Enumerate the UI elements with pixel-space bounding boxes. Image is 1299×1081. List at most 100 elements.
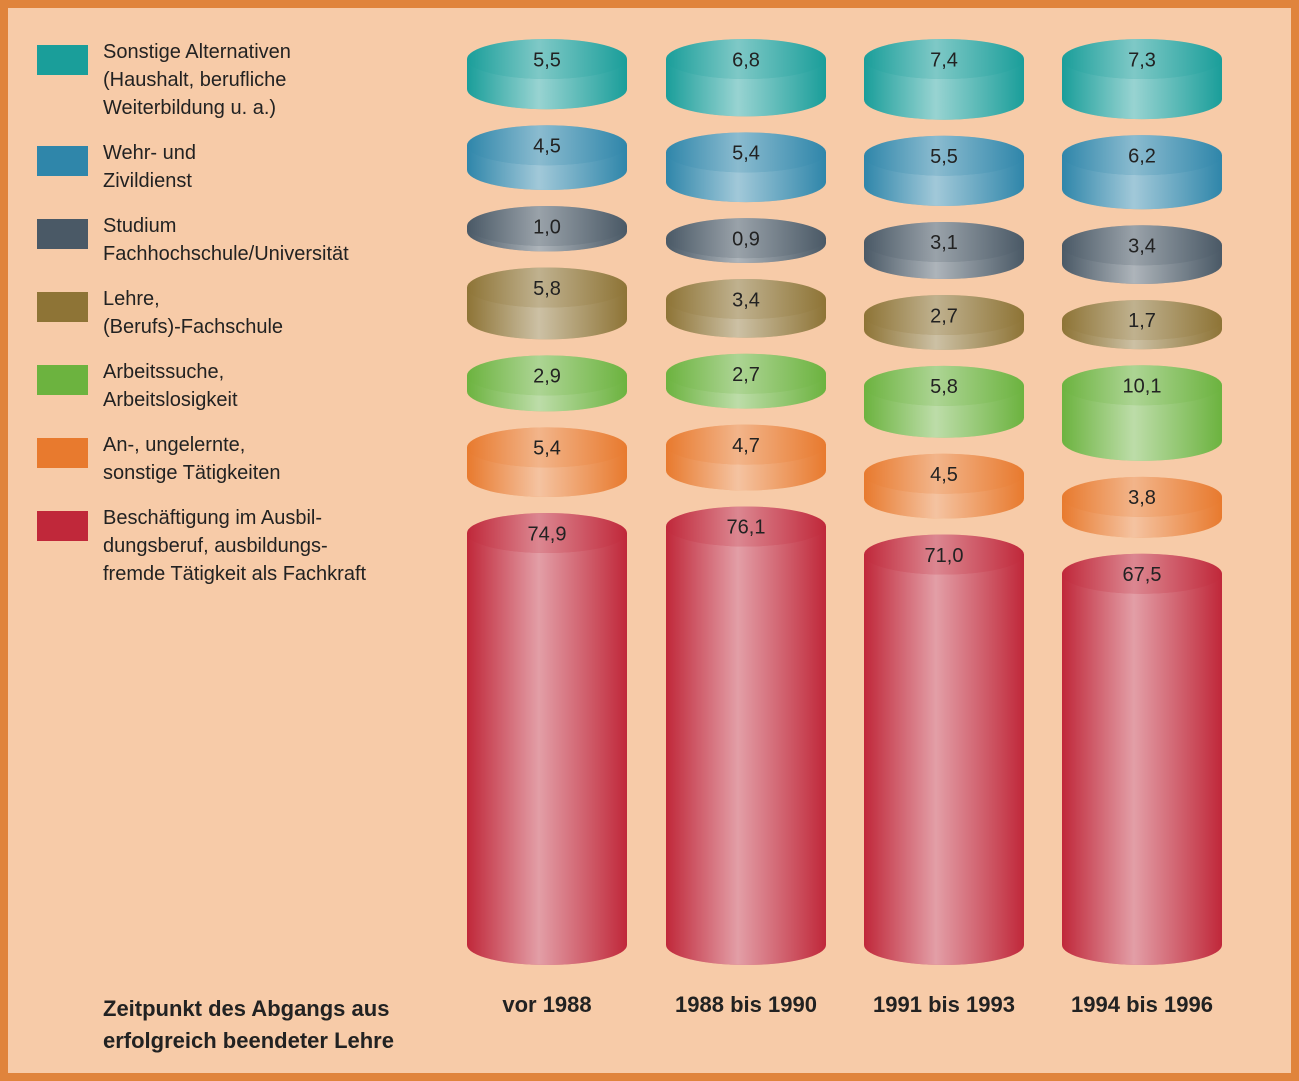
value-label: 7,3 [1128, 49, 1156, 71]
bar [1062, 476, 1222, 538]
value-label: 71,0 [925, 545, 964, 567]
bar [467, 206, 627, 252]
legend-item: Beschäftigung im Ausbil- dungsberuf, aus… [37, 504, 366, 588]
legend-label: An-, ungelernte, sonstige Tätigkeiten [103, 434, 281, 484]
x-tick-label: 1994 bis 1996 [1071, 992, 1213, 1017]
bar-top-shine [1062, 553, 1222, 594]
x-tick-label: 1991 bis 1993 [873, 992, 1015, 1017]
bar [467, 39, 627, 110]
value-label: 2,7 [930, 305, 958, 327]
bar [864, 295, 1024, 350]
bar [864, 453, 1024, 519]
value-label: 4,5 [930, 464, 958, 486]
bar-top-shine [864, 365, 1024, 406]
bar [1062, 225, 1222, 284]
value-label: 2,9 [533, 366, 561, 388]
value-label: 5,5 [930, 146, 958, 168]
bar-top-shine [467, 513, 627, 554]
bar-top-shine [864, 453, 1024, 494]
bar-top-shine [1062, 299, 1222, 340]
legend-item: Lehre, (Berufs)-Fachschule [37, 285, 366, 341]
value-label: 4,7 [732, 435, 760, 457]
legend-label: Sonstige Alternativen (Haushalt, berufli… [103, 41, 291, 119]
bar [467, 267, 627, 340]
value-label: 74,9 [528, 523, 567, 545]
bar-top-shine [467, 267, 627, 308]
bar-top-shine [467, 206, 627, 246]
value-label: 5,4 [533, 438, 561, 460]
value-label: 3,1 [930, 232, 958, 254]
legend-label: Studium Fachhochschule/Universität [103, 215, 349, 265]
bar-top-shine [864, 135, 1024, 176]
x-tick-label: vor 1988 [502, 992, 591, 1017]
legend-swatch [37, 511, 88, 541]
legend: Sonstige Alternativen (Haushalt, berufli… [37, 38, 366, 605]
bar-top-shine [1062, 476, 1222, 517]
legend-swatch [37, 146, 88, 176]
bar [666, 353, 826, 409]
bar-shine [467, 533, 627, 965]
value-label: 1,0 [533, 216, 561, 238]
legend-label: Wehr- und Zivildienst [103, 142, 197, 192]
bar-top-shine [864, 534, 1024, 575]
bar-top-shine [467, 355, 627, 396]
bar-top-shine [467, 427, 627, 468]
value-label: 6,8 [732, 49, 760, 71]
value-label: 1,7 [1128, 310, 1156, 332]
bar [864, 221, 1024, 279]
bar [467, 355, 627, 412]
value-label: 76,1 [727, 517, 766, 539]
value-label: 5,8 [930, 376, 958, 398]
bar-top-shine [666, 279, 826, 320]
bar [467, 513, 627, 965]
bar-top-shine [467, 39, 627, 79]
bar-top-shine [864, 221, 1024, 262]
bar-shine [864, 554, 1024, 965]
bar [1062, 553, 1222, 965]
value-label: 5,8 [533, 278, 561, 300]
bar [1062, 39, 1222, 120]
value-label: 0,9 [732, 228, 760, 250]
bar-top-shine [864, 295, 1024, 335]
value-label: 7,4 [930, 49, 958, 71]
legend-item: Wehr- und Zivildienst [37, 139, 366, 195]
bar [1062, 135, 1222, 210]
bar [864, 365, 1024, 438]
legend-label: Lehre, (Berufs)-Fachschule [103, 288, 284, 338]
legend-item: Sonstige Alternativen (Haushalt, berufli… [37, 38, 366, 122]
bar-top-shine [666, 132, 826, 173]
value-label: 10,1 [1123, 376, 1162, 398]
bar-top-shine [1062, 39, 1222, 79]
x-axis-label: Zeitpunkt des Abgangs aus erfolgreich be… [103, 996, 394, 1053]
bar-top-shine [864, 39, 1024, 79]
legend-label: Arbeitssuche, Arbeitslosigkeit [103, 361, 238, 411]
legend-swatch [37, 438, 88, 468]
value-label: 3,4 [732, 289, 760, 311]
value-label: 5,4 [732, 143, 760, 165]
bar-top-shine [467, 125, 627, 166]
bar [666, 424, 826, 491]
bar-top-shine [666, 218, 826, 259]
value-label: 67,5 [1123, 564, 1162, 586]
legend-swatch [37, 45, 88, 75]
bar [467, 427, 627, 498]
legend-item: Arbeitssuche, Arbeitslosigkeit [37, 358, 366, 414]
bar [467, 125, 627, 190]
value-label: 5,5 [533, 49, 561, 71]
bar-top-shine [666, 424, 826, 465]
bar [1062, 365, 1222, 461]
bar [864, 135, 1024, 206]
bar-top-shine [666, 506, 826, 547]
legend-swatch [37, 365, 88, 395]
legend-item: Studium Fachhochschule/Universität [37, 212, 366, 268]
x-tick-label: 1988 bis 1990 [675, 992, 817, 1017]
value-label: 3,4 [1128, 236, 1156, 258]
bar-top-shine [1062, 365, 1222, 406]
legend-swatch [37, 292, 88, 322]
bar [1062, 299, 1222, 350]
bar [666, 218, 826, 264]
bar-shine [666, 526, 826, 965]
value-label: 3,8 [1128, 487, 1156, 509]
